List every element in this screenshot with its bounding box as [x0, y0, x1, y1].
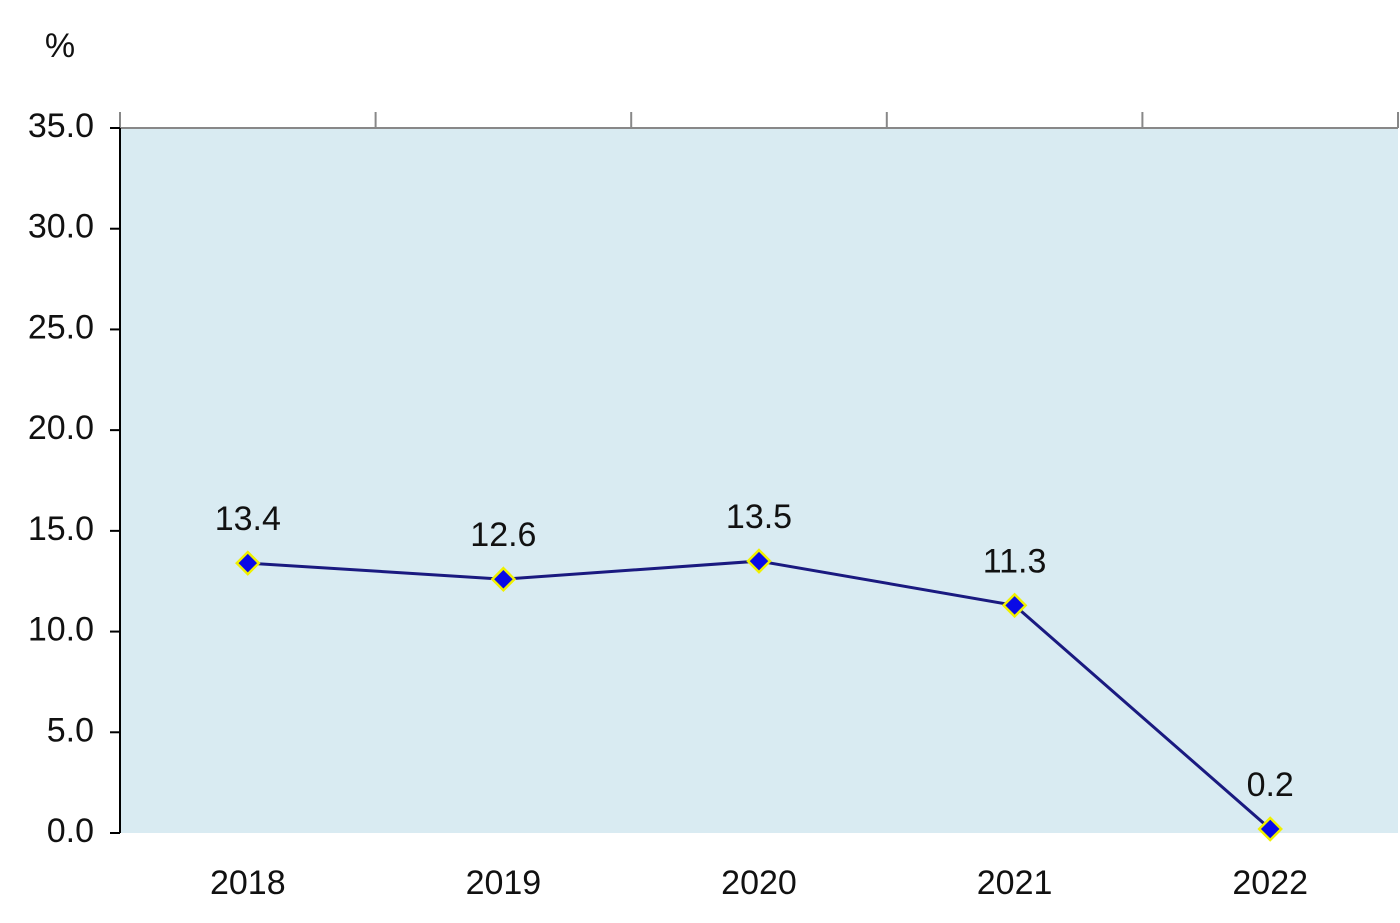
y-tick-label: 15.0: [28, 510, 94, 548]
x-tick-label: 2021: [977, 864, 1053, 902]
data-label: 13.4: [215, 500, 281, 538]
data-marker: [1257, 816, 1283, 842]
y-tick-label: 10.0: [28, 611, 94, 649]
data-label: 12.6: [470, 516, 536, 554]
data-label: 0.2: [1247, 766, 1294, 804]
y-tick-label: 25.0: [28, 308, 94, 346]
plot-area: [120, 128, 1398, 833]
data-marker: [1001, 592, 1028, 619]
data-label: 11.3: [983, 542, 1047, 580]
y-tick-label: 30.0: [28, 208, 94, 246]
data-label: 13.5: [726, 498, 792, 536]
y-axis-label: %: [45, 27, 75, 65]
x-tick-label: 2022: [1232, 864, 1308, 902]
data-marker: [746, 548, 772, 574]
y-tick-label: 0.0: [47, 812, 94, 850]
data-marker: [235, 550, 261, 576]
y-tick-label: 20.0: [28, 409, 94, 447]
x-tick-label: 2019: [466, 864, 542, 902]
y-tick-label: 5.0: [47, 711, 94, 749]
x-tick-label: 2020: [721, 864, 797, 902]
y-tick-label: 35.0: [28, 107, 94, 145]
data-marker: [490, 566, 517, 592]
x-tick-label: 2018: [210, 864, 286, 902]
